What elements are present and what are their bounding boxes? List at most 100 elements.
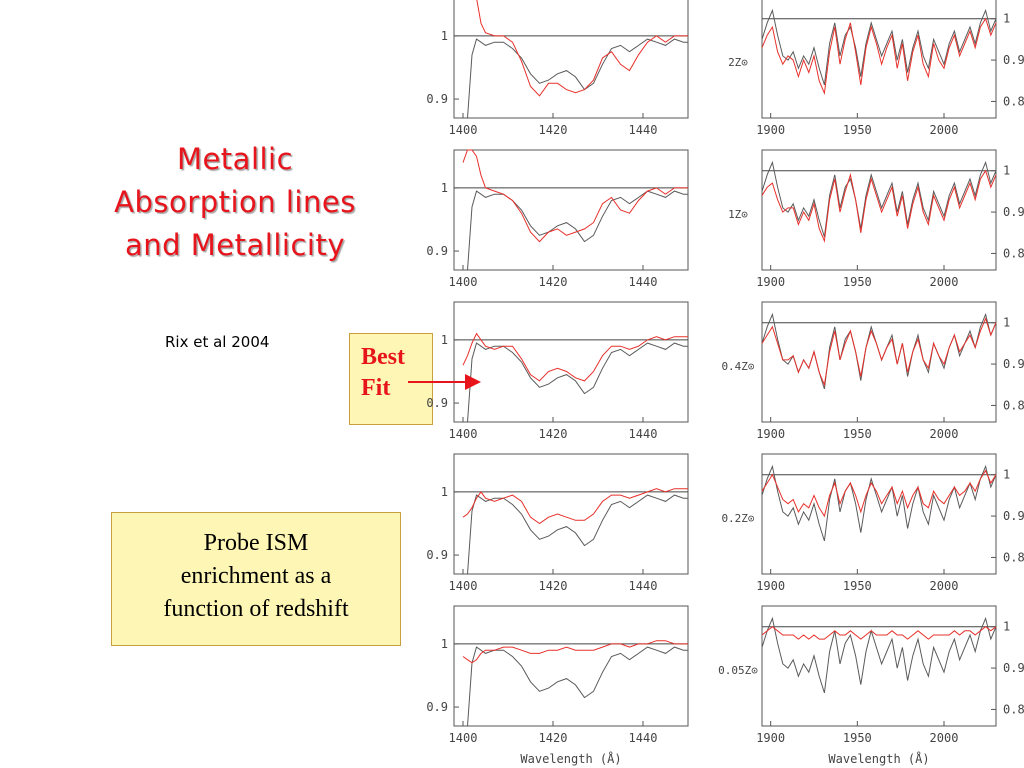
- y-tick-label: 1: [441, 29, 448, 43]
- observed-spectrum-line: [467, 38, 688, 119]
- y-tick-label: 1: [1003, 468, 1010, 482]
- x-tick-label: 1440: [629, 427, 658, 441]
- x-tick-label: 2000: [930, 275, 959, 289]
- panel-frame: [453, 0, 689, 119]
- x-tick-label: 1400: [449, 427, 478, 441]
- model-spectrum-line: [761, 17, 997, 96]
- best-fit-callout: Best Fit: [349, 333, 433, 425]
- x-tick-label: 1420: [539, 275, 568, 289]
- model-spectrum-line: [462, 332, 688, 382]
- probe-ism-note: Probe ISM enrichment as a function of re…: [111, 512, 401, 646]
- x-tick-label: 1440: [629, 731, 658, 745]
- spectrum-panel-0-0: 1400 1420 1440 1 0.9: [426, 0, 689, 137]
- model-spectrum-line: [761, 169, 997, 243]
- y-tick-label: 0.9: [426, 92, 448, 106]
- panel-frame: [761, 301, 997, 423]
- model-spectrum-line: [476, 0, 688, 97]
- spectrum-panel-1-3: 1900 1950 2000 1 0.9 0.8: [756, 453, 1024, 593]
- y-tick-label: 1: [1003, 164, 1010, 178]
- model-spectrum-line: [462, 640, 688, 664]
- x-axis-label: Wavelength (Å): [828, 751, 929, 766]
- panel-frame: [761, 0, 997, 119]
- panel-frame: [761, 149, 997, 271]
- x-tick-label: 1400: [449, 731, 478, 745]
- y-tick-label: 1: [441, 181, 448, 195]
- x-tick-label: 1400: [449, 275, 478, 289]
- y-tick-label: 1: [441, 333, 448, 347]
- y-tick-label: 0.9: [1003, 53, 1024, 67]
- observed-spectrum-line: [761, 616, 997, 694]
- y-tick-label: 1: [441, 485, 448, 499]
- metallicity-label: 0.4Z⊙: [721, 360, 754, 373]
- metallicity-label: 2Z⊙: [728, 56, 748, 69]
- x-tick-label: 1950: [843, 731, 872, 745]
- panel-frame: [761, 605, 997, 727]
- y-tick-label: 1: [441, 637, 448, 651]
- x-tick-label: 1950: [843, 123, 872, 137]
- x-tick-label: 1950: [843, 275, 872, 289]
- y-tick-label: 0.9: [1003, 509, 1024, 523]
- y-tick-label: 0.9: [426, 548, 448, 562]
- x-tick-label: 1440: [629, 275, 658, 289]
- x-tick-label: 1420: [539, 731, 568, 745]
- y-tick-label: 1: [1003, 316, 1010, 330]
- x-tick-label: 2000: [930, 427, 959, 441]
- x-tick-label: 2000: [930, 123, 959, 137]
- citation-text: Rix et al 2004: [165, 333, 270, 351]
- title-line-1: Metallic: [176, 142, 294, 176]
- y-tick-label: 0.9: [1003, 357, 1024, 371]
- x-tick-label: 1900: [756, 275, 785, 289]
- x-tick-label: 1420: [539, 427, 568, 441]
- spectrum-panel-0-4: 1400 1420 1440 1 0.9: [426, 605, 689, 745]
- metallicity-label: 0.05Z⊙: [718, 664, 758, 677]
- x-axis-label: Wavelength (Å): [520, 751, 621, 766]
- probe-line-1: Probe ISM: [203, 530, 309, 556]
- observed-spectrum-line: [467, 342, 688, 423]
- x-tick-label: 1420: [539, 123, 568, 137]
- best-fit-line-1: Best: [361, 344, 405, 370]
- y-tick-label: 0.8: [1003, 94, 1024, 108]
- spectrum-panel-1-1: 1900 1950 2000 1 0.9 0.8: [756, 149, 1024, 289]
- y-tick-label: 0.8: [1003, 702, 1024, 716]
- x-tick-label: 1950: [843, 427, 872, 441]
- x-tick-label: 2000: [930, 579, 959, 593]
- x-tick-label: 1420: [539, 579, 568, 593]
- metallicity-label: 1Z⊙: [728, 208, 748, 221]
- x-tick-label: 1900: [756, 579, 785, 593]
- observed-spectrum-line: [467, 494, 688, 575]
- spectrum-panel-1-4: 1900 1950 2000 1 0.9 0.8: [756, 605, 1024, 745]
- spectrum-panel-1-0: 1900 1950 2000 1 0.9 0.8: [756, 0, 1024, 137]
- y-tick-label: 0.8: [1003, 246, 1024, 260]
- y-tick-label: 0.9: [1003, 661, 1024, 675]
- x-tick-label: 1900: [756, 731, 785, 745]
- x-tick-label: 1400: [449, 123, 478, 137]
- model-spectrum-line: [761, 626, 997, 640]
- title-line-2: Absorption lines: [114, 185, 356, 219]
- y-tick-label: 1: [1003, 12, 1010, 26]
- y-tick-label: 0.9: [426, 396, 448, 410]
- panel-frame: [453, 453, 689, 575]
- panel-frame: [761, 453, 997, 575]
- x-tick-label: 1950: [843, 579, 872, 593]
- x-tick-label: 1900: [756, 123, 785, 137]
- model-spectrum-line: [761, 469, 997, 518]
- slide-title: Metallic Absorption lines and Metallicit…: [70, 138, 400, 267]
- y-tick-label: 0.8: [1003, 398, 1024, 412]
- probe-line-3: function of redshift: [163, 596, 349, 622]
- observed-spectrum-line: [761, 160, 997, 238]
- model-spectrum-line: [761, 317, 997, 387]
- model-spectrum-line: [462, 149, 688, 243]
- panel-frame: [453, 301, 689, 423]
- x-tick-label: 1900: [756, 427, 785, 441]
- metallicity-label: 0.2Z⊙: [721, 512, 754, 525]
- x-tick-label: 1440: [629, 123, 658, 137]
- panel-frame: [453, 149, 689, 271]
- spectrum-panel-0-2: 1400 1420 1440 1 0.9: [426, 301, 689, 441]
- spectrum-panel-0-3: 1400 1420 1440 1 0.9: [426, 453, 689, 593]
- y-tick-label: 0.9: [426, 700, 448, 714]
- x-tick-label: 1440: [629, 579, 658, 593]
- title-line-3: and Metallicity: [125, 228, 345, 262]
- x-tick-label: 2000: [930, 731, 959, 745]
- observed-spectrum-line: [761, 8, 997, 86]
